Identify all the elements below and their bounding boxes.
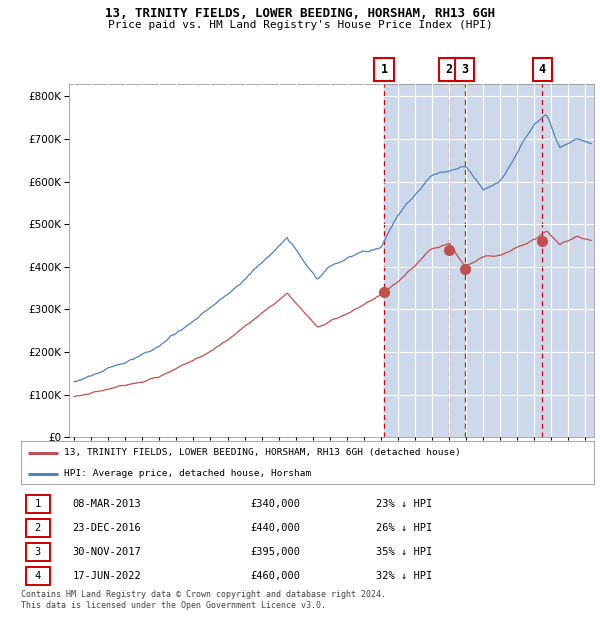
Text: 13, TRINITY FIELDS, LOWER BEEDING, HORSHAM, RH13 6GH: 13, TRINITY FIELDS, LOWER BEEDING, HORSH… (105, 7, 495, 20)
Text: 2: 2 (34, 523, 41, 533)
Text: 3: 3 (461, 63, 469, 76)
Text: 1: 1 (380, 63, 388, 76)
Text: 32% ↓ HPI: 32% ↓ HPI (376, 571, 433, 581)
Text: Contains HM Land Registry data © Crown copyright and database right 2024.: Contains HM Land Registry data © Crown c… (21, 590, 386, 600)
Text: £460,000: £460,000 (250, 571, 300, 581)
Text: 26% ↓ HPI: 26% ↓ HPI (376, 523, 433, 533)
Text: 13, TRINITY FIELDS, LOWER BEEDING, HORSHAM, RH13 6GH (detached house): 13, TRINITY FIELDS, LOWER BEEDING, HORSH… (64, 448, 461, 458)
Text: 35% ↓ HPI: 35% ↓ HPI (376, 547, 433, 557)
FancyBboxPatch shape (26, 542, 50, 562)
Text: 30-NOV-2017: 30-NOV-2017 (73, 547, 142, 557)
Text: 23% ↓ HPI: 23% ↓ HPI (376, 499, 433, 509)
FancyBboxPatch shape (26, 567, 50, 585)
Text: HPI: Average price, detached house, Horsham: HPI: Average price, detached house, Hors… (64, 469, 311, 479)
Text: 17-JUN-2022: 17-JUN-2022 (73, 571, 142, 581)
Text: This data is licensed under the Open Government Licence v3.0.: This data is licensed under the Open Gov… (21, 601, 326, 611)
Bar (384, 84, 600, 437)
Text: 4: 4 (539, 63, 546, 76)
FancyBboxPatch shape (26, 495, 50, 513)
Text: 23-DEC-2016: 23-DEC-2016 (73, 523, 142, 533)
Text: £440,000: £440,000 (250, 523, 300, 533)
Text: 1: 1 (34, 499, 41, 509)
Text: 2: 2 (445, 63, 452, 76)
Text: Price paid vs. HM Land Registry's House Price Index (HPI): Price paid vs. HM Land Registry's House … (107, 20, 493, 30)
Text: £340,000: £340,000 (250, 499, 300, 509)
Text: 4: 4 (34, 571, 41, 581)
Text: 08-MAR-2013: 08-MAR-2013 (73, 499, 142, 509)
Text: £395,000: £395,000 (250, 547, 300, 557)
Text: 3: 3 (34, 547, 41, 557)
FancyBboxPatch shape (26, 519, 50, 538)
